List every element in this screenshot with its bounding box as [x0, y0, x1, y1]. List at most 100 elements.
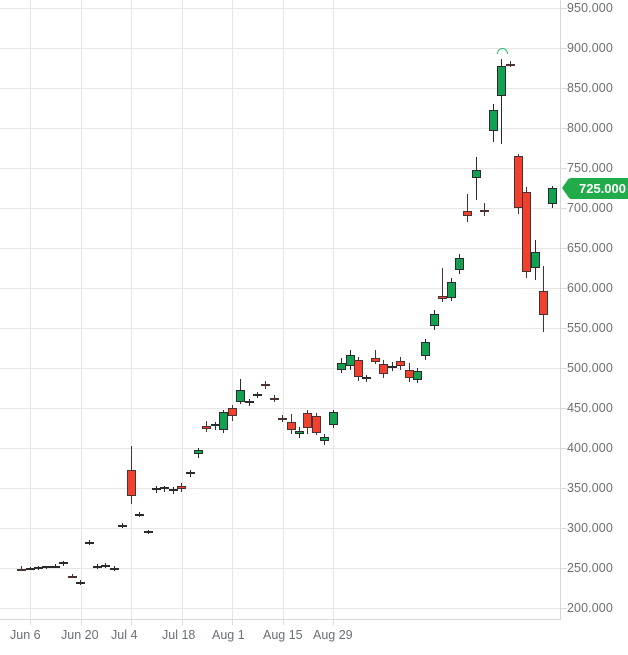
- candle: [261, 380, 271, 389]
- candle-body: [126, 470, 136, 496]
- current-price-label: 725.000: [579, 180, 626, 196]
- gridline-900: [0, 48, 561, 49]
- high-marker-icon: [497, 48, 509, 55]
- price-tick-600: [561, 288, 567, 289]
- candle-body: [219, 411, 229, 430]
- candle: [295, 427, 305, 439]
- candle: [471, 156, 481, 200]
- price-tick-300: [561, 528, 567, 529]
- candle-body: [244, 400, 254, 403]
- candle-body: [513, 155, 523, 208]
- candle: [168, 487, 178, 494]
- candle-wick: [501, 59, 503, 144]
- gridline-700: [0, 208, 561, 209]
- price-axis-label: 600.000: [567, 281, 613, 295]
- time-axis-label: Jul 18: [162, 628, 196, 642]
- candle: [429, 310, 439, 331]
- price-axis-label: 550.000: [567, 321, 613, 335]
- candle: [522, 187, 532, 279]
- price-axis-label: 500.000: [567, 361, 613, 375]
- candle-body: [530, 252, 540, 268]
- time-tick: [30, 620, 31, 625]
- candle-body: [354, 359, 363, 377]
- gridline-200: [0, 608, 561, 609]
- candle: [370, 350, 380, 364]
- plot-right-border: [560, 0, 561, 620]
- candle-body: [362, 376, 372, 379]
- price-tick-750: [561, 168, 567, 169]
- gridline-aug-1: [232, 0, 233, 620]
- candle-body: [446, 281, 456, 298]
- price-tick-200: [561, 608, 567, 609]
- candle-body: [67, 575, 77, 578]
- chart-plot-area[interactable]: [0, 0, 561, 620]
- price-axis-label: 850.000: [567, 81, 613, 95]
- candle: [379, 360, 389, 378]
- candle: [59, 560, 69, 566]
- gridline-800: [0, 128, 561, 129]
- candle-wick: [442, 268, 444, 303]
- candle: [320, 433, 330, 445]
- candle: [50, 564, 60, 568]
- candle: [286, 413, 296, 434]
- candle: [421, 339, 431, 360]
- candle: [219, 409, 229, 433]
- candle-wick: [248, 399, 250, 407]
- candle: [396, 356, 406, 370]
- candle: [101, 563, 111, 568]
- gridline-jul-4: [131, 0, 132, 620]
- candle: [505, 60, 515, 68]
- candle: [362, 375, 372, 382]
- price-axis-label: 750.000: [567, 161, 613, 175]
- gridline-350: [0, 488, 561, 489]
- candle-body: [497, 65, 507, 96]
- candle: [463, 193, 473, 223]
- candle-body: [76, 581, 86, 584]
- candle-wick: [374, 350, 376, 364]
- price-tick-650: [561, 248, 567, 249]
- time-axis[interactable]: Jun 6 Jun 20 Jul 4 Jul 18 Aug 1 Aug 15 Aug 29: [0, 620, 561, 655]
- price-axis-label: 300.000: [567, 521, 613, 535]
- candle: [269, 395, 279, 403]
- candle: [252, 392, 262, 399]
- candle-body: [522, 191, 532, 272]
- candle-body: [396, 360, 406, 367]
- candle-body: [252, 393, 262, 396]
- candle: [109, 566, 119, 572]
- candle-body: [328, 411, 338, 425]
- price-axis-label: 650.000: [567, 241, 613, 255]
- gridline-300: [0, 528, 561, 529]
- gridline-650: [0, 248, 561, 249]
- candle-body: [177, 486, 187, 489]
- gridline-750: [0, 168, 561, 169]
- candle: [118, 523, 128, 528]
- candle-body: [488, 110, 498, 132]
- candle: [387, 361, 397, 372]
- candle: [84, 540, 94, 545]
- candle-body: [135, 513, 145, 516]
- time-tick: [182, 620, 183, 625]
- candle: [244, 399, 254, 407]
- candle: [143, 529, 153, 535]
- candle-body: [227, 407, 237, 416]
- candle: [497, 59, 507, 144]
- candle-body: [194, 450, 204, 454]
- gridline-450: [0, 408, 561, 409]
- time-axis-label: Aug 1: [212, 628, 245, 642]
- candle-body: [337, 363, 347, 370]
- candle-body: [421, 342, 431, 356]
- time-tick: [232, 620, 233, 625]
- candle: [446, 278, 456, 301]
- price-axis[interactable]: 950.000 900.000 850.000 800.000 750.000 700.0…: [561, 0, 628, 620]
- candle-body: [261, 383, 271, 387]
- price-tick-400: [561, 448, 567, 449]
- candle-body: [202, 425, 212, 429]
- candle: [236, 379, 246, 404]
- candle-body: [278, 418, 288, 421]
- candle: [337, 358, 347, 373]
- price-axis-label: 450.000: [567, 401, 613, 415]
- price-axis-label: 950.000: [567, 1, 613, 15]
- candle-body: [160, 487, 170, 490]
- candle-body: [387, 366, 397, 369]
